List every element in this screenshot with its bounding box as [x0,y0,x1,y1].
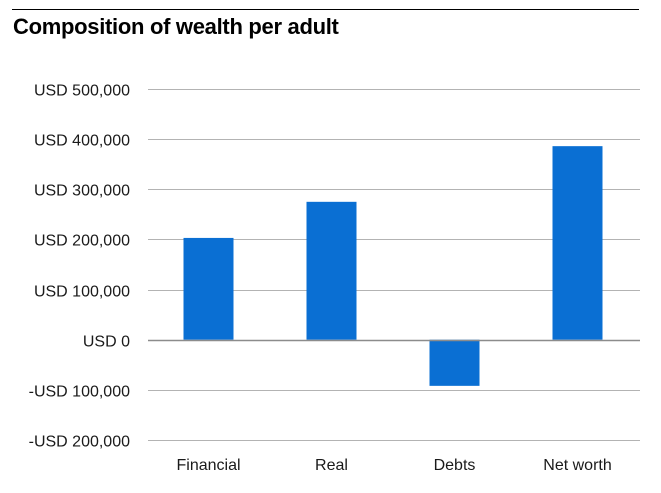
y-tick-label: USD 0 [83,334,130,351]
y-tick-label: USD 200,000 [34,233,130,250]
y-tick-label: -USD 200,000 [29,434,130,451]
x-tick-label: Real [315,457,348,474]
bar-real [306,201,357,340]
bar-debts [429,339,480,386]
bars [183,146,603,386]
x-axis-ticks: Financial Real Debts Net worth [176,457,611,474]
y-axis-ticks: USD 500,000 USD 400,000 USD 300,000 USD 200… [29,83,130,451]
y-tick-label: USD 500,000 [34,83,130,100]
y-tick-label: -USD 100,000 [29,384,130,401]
y-tick-label: USD 100,000 [34,284,130,301]
x-tick-label: Net worth [543,457,611,474]
chart-title: Composition of wealth per adult [13,14,339,39]
y-tick-label: USD 300,000 [34,183,130,200]
bar-net-worth [552,146,603,340]
x-tick-label: Financial [176,457,240,474]
bar-financial [183,237,234,340]
x-tick-label: Debts [434,457,476,474]
y-tick-label: USD 400,000 [34,133,130,150]
title-rule [12,9,639,10]
